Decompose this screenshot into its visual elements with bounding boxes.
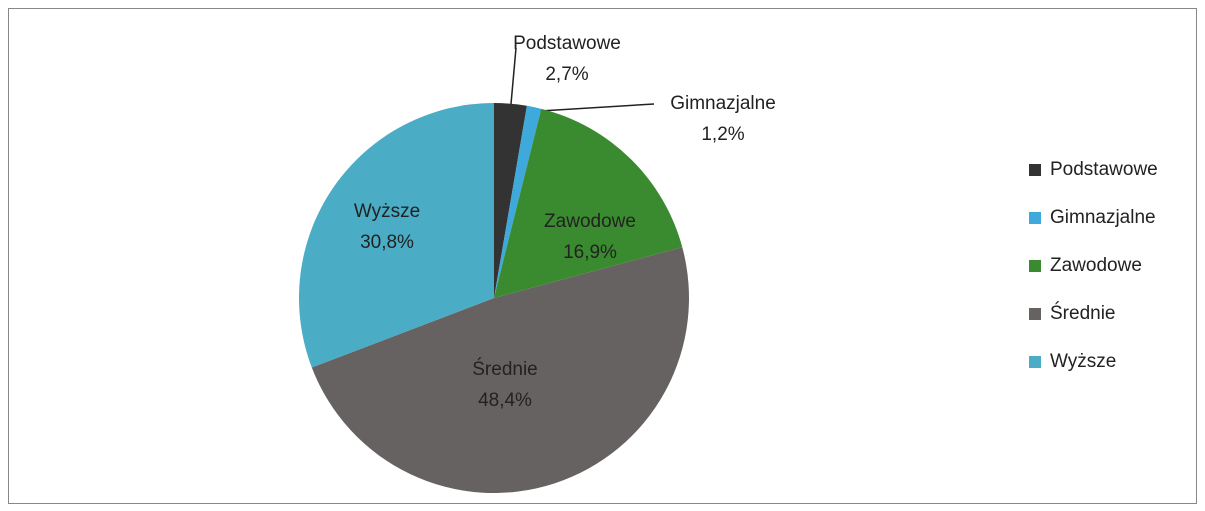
legend-swatch bbox=[1029, 308, 1041, 320]
pie-slice bbox=[494, 105, 542, 298]
slice-label: Średnie bbox=[472, 358, 538, 380]
legend-label: Zawodowe bbox=[1050, 255, 1142, 276]
slice-value: 2,7% bbox=[545, 64, 588, 85]
slice-label: Gimnazjalne bbox=[670, 93, 776, 114]
legend-label: Średnie bbox=[1050, 302, 1116, 324]
pie-slice bbox=[298, 103, 494, 368]
slice-value: 16,9% bbox=[563, 242, 617, 263]
legend-swatch bbox=[1029, 356, 1041, 368]
slice-value: 48,4% bbox=[478, 390, 532, 411]
legend-label: Podstawowe bbox=[1050, 159, 1158, 180]
slice-value: 1,2% bbox=[701, 124, 744, 145]
legend-label: Gimnazjalne bbox=[1050, 207, 1156, 228]
legend-label: Wyższe bbox=[1050, 351, 1116, 372]
leader-line bbox=[510, 47, 517, 105]
legend-swatch bbox=[1029, 212, 1041, 224]
leader-line bbox=[539, 103, 655, 112]
slice-label: Wyższe bbox=[354, 201, 420, 222]
legend-swatch bbox=[1029, 164, 1041, 176]
slice-value: 30,8% bbox=[360, 232, 414, 253]
slice-label: Zawodowe bbox=[544, 211, 636, 232]
pie-slice bbox=[494, 103, 527, 298]
slice-label: Podstawowe bbox=[513, 33, 621, 54]
pie-slice bbox=[494, 108, 683, 298]
pie-slice bbox=[311, 247, 689, 493]
legend-swatch bbox=[1029, 260, 1041, 272]
